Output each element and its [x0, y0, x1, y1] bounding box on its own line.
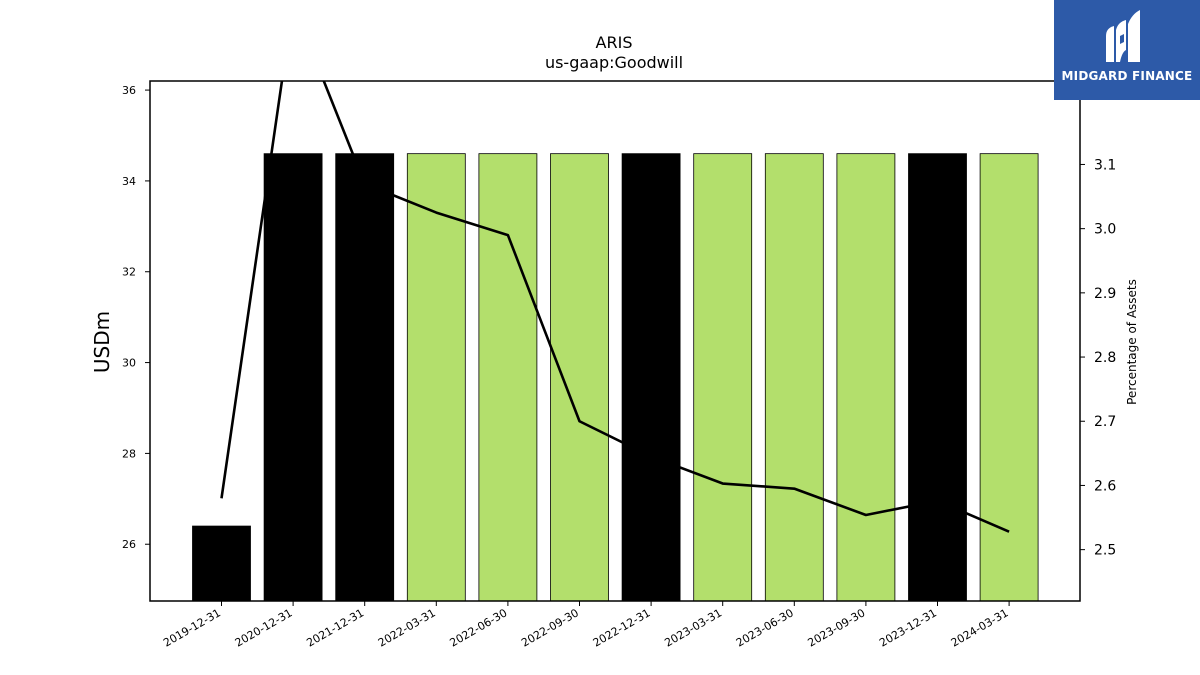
chart-title: ARIS [596, 33, 633, 52]
bar-2023-03-31 [693, 153, 753, 602]
bar-2019-12-31 [192, 525, 251, 602]
y2-tick-label: 2.6 [1094, 478, 1116, 494]
midgard-finance-logo: MIDGARD FINANCE [1054, 0, 1200, 100]
y-tick-label: 28 [122, 447, 136, 460]
y-axis-label: USDm [90, 311, 114, 373]
y2-tick-label: 2.8 [1094, 350, 1116, 366]
x-tick-label: 2019-12-31 [161, 606, 223, 649]
plot-area: 26 28 30 32 34 36 2.5 2.6 2.7 2.8 2.9 3.0 3.1 2019-12… [122, 80, 1116, 650]
bar-2022-06-30 [478, 153, 538, 602]
y2-tick-label: 3.0 [1094, 222, 1116, 238]
y2-tick-label: 2.9 [1094, 286, 1116, 302]
y-tick-label: 32 [122, 266, 136, 279]
logo-text: MIDGARD FINANCE [1061, 69, 1193, 83]
logo-mark-icon [1106, 10, 1140, 62]
x-tick-label: 2020-12-31 [233, 606, 295, 649]
bar-2022-12-31 [621, 153, 681, 602]
x-tick-label: 2023-09-30 [806, 606, 868, 649]
x-tick-label: 2022-06-30 [448, 606, 510, 649]
y-tick-label: 34 [122, 175, 136, 188]
bar-2023-09-30 [836, 153, 896, 602]
bar-2022-09-30 [550, 153, 609, 602]
x-tick-label: 2023-12-31 [877, 606, 939, 649]
y2-tick-label: 2.5 [1094, 543, 1116, 559]
y2-tick-label: 2.7 [1094, 414, 1116, 430]
y-tick-label: 30 [122, 357, 136, 370]
bar-2020-12-31 [263, 153, 323, 602]
plot-frame [149, 80, 1081, 602]
x-tick-label: 2022-09-30 [519, 606, 581, 649]
x-tick-label: 2021-12-31 [304, 606, 366, 649]
y-tick-label: 36 [122, 84, 136, 97]
chart-subtitle: us-gaap:Goodwill [545, 53, 683, 72]
x-tick-label: 2022-03-31 [376, 606, 438, 649]
bar-2021-12-31 [335, 153, 395, 602]
x-tick-label: 2024-03-31 [949, 606, 1011, 649]
bar-2023-12-31 [908, 153, 967, 602]
bar-2024-03-31 [979, 153, 1039, 602]
bar-2022-03-31 [406, 153, 466, 602]
y2-axis-label: Percentage of Assets [1125, 279, 1139, 405]
x-tick-label: 2023-03-31 [662, 606, 724, 649]
x-tick-label: 2023-06-30 [734, 606, 796, 649]
bar-2023-06-30 [764, 153, 824, 602]
x-tick-label: 2022-12-31 [591, 606, 653, 649]
y-tick-label: 26 [122, 538, 136, 551]
percentage-line [220, 81, 1010, 533]
y2-tick-label: 3.1 [1094, 157, 1116, 173]
